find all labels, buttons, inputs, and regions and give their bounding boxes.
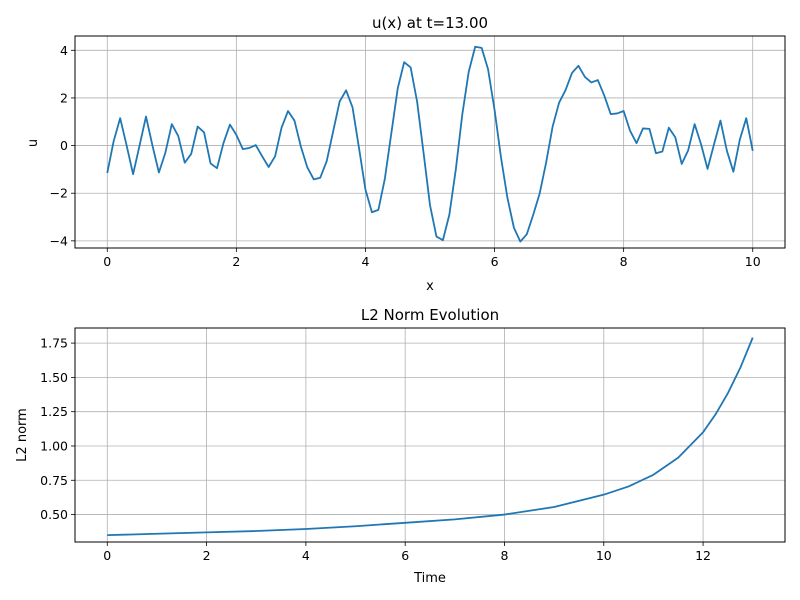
l2-norm-ylabel: L2 norm — [15, 408, 30, 462]
u-profile-xtick-label: 4 — [361, 254, 369, 269]
l2-norm-xtick-label: 8 — [500, 548, 508, 563]
l2-norm-axes-frame — [74, 327, 786, 543]
l2-norm-ytick-label: 1.75 — [40, 336, 68, 351]
l2-norm-xtick-label: 6 — [401, 548, 409, 563]
l2-norm-xlabel: Time — [413, 571, 446, 586]
u-profile-xtick-label: 8 — [620, 254, 628, 269]
u-profile-line-group — [106, 45, 754, 243]
l2-norm-xtick-label: 0 — [103, 548, 111, 563]
l2-norm-ytick-label: 0.50 — [40, 507, 68, 522]
l2-norm-xtick-label: 12 — [695, 548, 711, 563]
l2-norm-grid — [75, 328, 785, 542]
u-profile-ticks: 0 2 4 6 8 10 −4 −2 0 2 4 — [50, 43, 761, 269]
l2-norm-ticks: 0 2 4 6 8 10 12 0.50 0.75 1.00 1.25 1.50 1.75 — [40, 336, 711, 563]
u-profile-ytick-label: 4 — [60, 43, 68, 58]
l2-norm-title: L2 Norm Evolution — [361, 306, 499, 324]
l2-norm-plot: L2 Norm Evolution 0 2 4 6 8 10 12 0.50 0.75 1.00 1… — [15, 306, 786, 586]
u-profile-xlabel: x — [426, 279, 434, 294]
u-profile-ytick-label: 0 — [60, 138, 68, 153]
l2-norm-xtick-label: 2 — [203, 548, 211, 563]
l2-norm-ytick-label: 1.50 — [40, 370, 68, 385]
u-profile-ytick-label: −4 — [50, 233, 68, 248]
l2-norm-series-line — [107, 337, 754, 537]
u-profile-xtick-label: 6 — [491, 254, 499, 269]
l2-norm-ytick-label: 0.75 — [40, 473, 68, 488]
l2-norm-ytick-label: 1.00 — [40, 438, 68, 453]
u-profile-axes-frame — [74, 35, 786, 249]
u-profile-ylabel: u — [26, 139, 41, 147]
u-profile-title: u(x) at t=13.00 — [372, 14, 488, 32]
u-profile-ytick-label: 2 — [60, 90, 68, 105]
u-profile-xtick-label: 0 — [103, 254, 111, 269]
l2-norm-xtick-label: 10 — [596, 548, 612, 563]
u-profile-plot: u(x) at t=13.00 0 2 4 6 8 10 −4 −2 0 2 4 x u — [26, 14, 786, 294]
l2-norm-line-group — [107, 337, 754, 537]
u-profile-xtick-label: 2 — [232, 254, 240, 269]
l2-norm-ytick-label: 1.25 — [40, 404, 68, 419]
u-profile-xtick-label: 10 — [745, 254, 761, 269]
u-profile-series-line — [106, 45, 754, 243]
u-profile-ytick-label: −2 — [50, 186, 68, 201]
l2-norm-xtick-label: 4 — [302, 548, 310, 563]
